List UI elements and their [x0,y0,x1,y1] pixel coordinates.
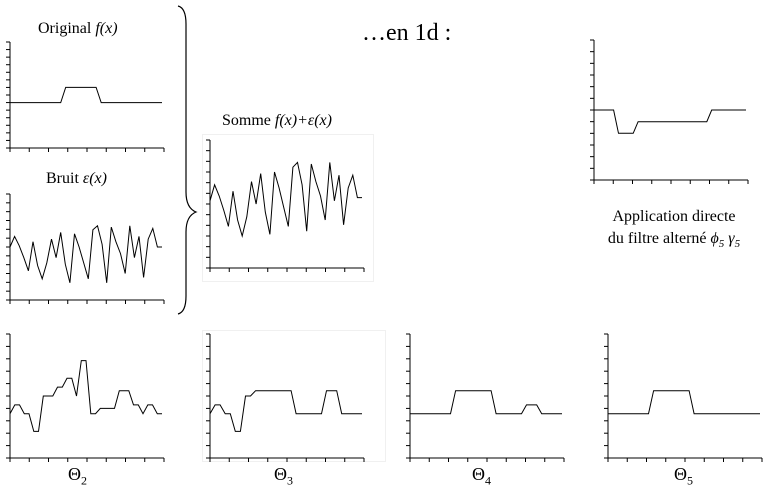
noise-label: Bruit ε(x) [46,170,107,188]
theta5-line [608,390,760,415]
theta5-subscript: 5 [687,473,693,488]
noise-line [9,224,162,283]
sum-prefix: Somme [222,112,275,129]
phi-symbol: ϕ [710,230,719,247]
sum-plot [206,139,365,272]
phi5_gamma5-line [594,109,746,134]
gamma-subscript: 5 [734,238,741,251]
theta3-line [209,390,362,432]
application-line2: du filtre alterné ϕ5 γ5 [588,228,760,255]
theta4-plot [406,333,565,462]
theta2-label: Θ2 [68,464,87,489]
original-func: f(x) [95,20,118,37]
phi5-gamma5-plot [590,39,749,184]
page-title: …en 1d : [362,20,452,46]
sum-line [209,161,362,238]
theta5-plot [604,333,763,462]
theta3-label: Θ3 [274,464,293,489]
application-prefix: du filtre alterné [607,230,711,247]
theta5-symbol: Θ [674,464,687,484]
theta2-line [9,360,162,432]
theta4-subscript: 4 [485,473,491,488]
theta3-subscript: 3 [287,473,293,488]
gamma-symbol: γ [728,230,735,247]
noise-prefix: Bruit [46,170,83,187]
noise-plot [6,193,165,304]
sum-label: Somme f(x)+ε(x) [222,112,332,130]
phi-subscript: 5 [718,238,725,251]
theta4-line [410,390,562,415]
application-label: Application directe du filtre alterné ϕ5… [588,206,760,255]
theta3-panel [202,330,386,462]
sum-func: f(x)+ε(x) [274,112,332,129]
theta5-label: Θ5 [674,464,693,489]
theta3-plot [206,333,365,462]
theta4-symbol: Θ [472,464,485,484]
theta2-symbol: Θ [68,464,81,484]
original-label: Original f(x) [38,20,118,38]
theta2-subscript: 2 [81,473,87,488]
application-line1: Application directe [612,208,736,225]
original-plot [6,41,165,152]
theta4-label: Θ4 [472,464,491,489]
noise-func: ε(x) [82,170,107,187]
original-prefix: Original [38,20,96,37]
theta3-symbol: Θ [274,464,287,484]
grouping-brace [177,5,198,315]
original-line [10,86,162,104]
theta2-plot [6,333,165,462]
